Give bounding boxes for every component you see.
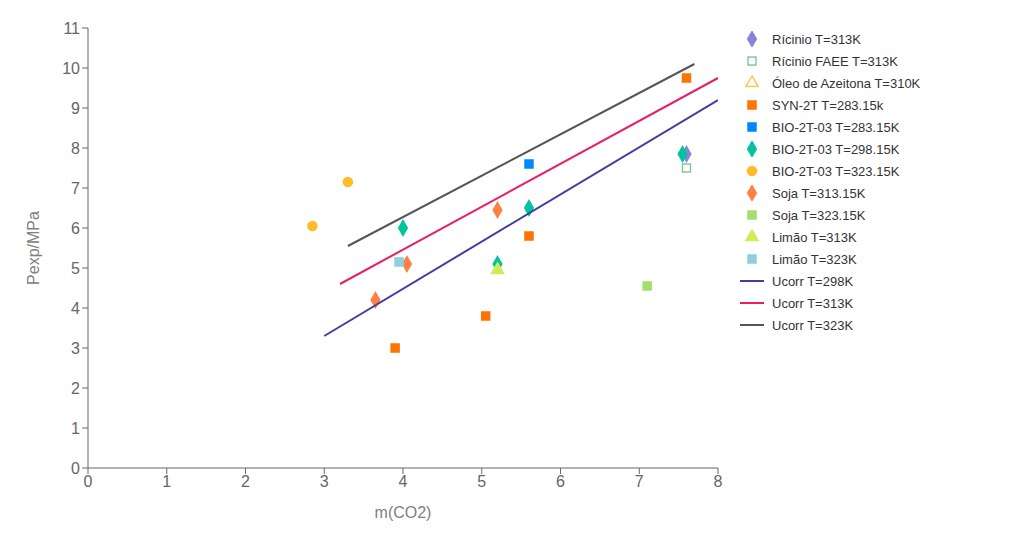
svg-text:8: 8 [714,473,723,490]
html-text:Ucorr T=298K: Ucorr T=298K [772,273,853,289]
svg-text:4: 4 [71,300,80,317]
html-text:SYN-2T T=283.15k: SYN-2T T=283.15k [772,97,884,113]
svg-text:3: 3 [71,340,80,357]
html-text:Rícinio T=313K: Rícinio T=313K [772,31,861,47]
svg-text:8: 8 [71,140,80,157]
svg-text:3: 3 [320,473,329,490]
svg-text:0: 0 [71,460,80,477]
svg-text:2: 2 [71,380,80,397]
svg-text:6: 6 [71,220,80,237]
svg-text:9: 9 [71,100,80,117]
svg-text:2: 2 [241,473,250,490]
svg-text:1: 1 [162,473,171,490]
html-text:BIO-2T-03 T=298.15K: BIO-2T-03 T=298.15K [772,141,900,157]
svg-text:1: 1 [71,420,80,437]
html-text:Rícinio FAEE T=313K: Rícinio FAEE T=313K [772,53,898,69]
svg-text:5: 5 [477,473,486,490]
html-text:BIO-2T-03 T=323.15K: BIO-2T-03 T=323.15K [772,163,900,179]
html-text:BIO-2T-03 T=283.15K: BIO-2T-03 T=283.15K [772,119,900,135]
html-text:Óleo de Azeitona T=310K: Óleo de Azeitona T=310K [772,75,921,91]
svg-text:0: 0 [84,473,93,490]
svg-text:m(CO2): m(CO2) [375,504,432,521]
html-text:Soja T=313.15K: Soja T=313.15K [772,185,866,201]
html-text:Ucorr T=323K: Ucorr T=323K [772,317,853,333]
html-text:Limão T=323K: Limão T=323K [772,251,857,267]
svg-text:6: 6 [556,473,565,490]
svg-text:5: 5 [71,260,80,277]
svg-text:11: 11 [63,20,80,37]
svg-text:Pexp/MPa: Pexp/MPa [25,211,42,285]
svg-text:10: 10 [62,60,80,77]
svg-text:7: 7 [71,180,80,197]
html-text:Limão T=313K: Limão T=313K [772,229,857,245]
svg-text:4: 4 [399,473,408,490]
html-text:Ucorr T=313K: Ucorr T=313K [772,295,853,311]
html-text:Soja T=323.15K: Soja T=323.15K [772,207,866,223]
svg-text:7: 7 [635,473,644,490]
